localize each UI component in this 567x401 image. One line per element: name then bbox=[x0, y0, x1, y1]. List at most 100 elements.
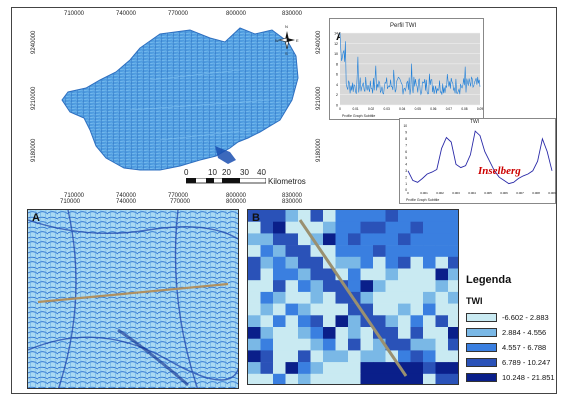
chart-a-title: Perfil TWI bbox=[390, 23, 417, 29]
chart-b-y-tick: 9 bbox=[405, 131, 407, 135]
chart-a-x-tick: 0.05 bbox=[415, 107, 421, 111]
chart-a-y-tick: 4 bbox=[336, 83, 338, 87]
profile-line-b bbox=[298, 219, 408, 377]
chart-a-x-tick: 0 bbox=[339, 107, 341, 111]
chart-b-x-tick: 0.005 bbox=[484, 191, 492, 195]
chart-b-y-tick: 5 bbox=[405, 156, 407, 160]
chart-b-x-tick: 0.003 bbox=[452, 191, 460, 195]
chart-a-x-tick: 0.02 bbox=[368, 107, 374, 111]
north-label: N bbox=[285, 24, 288, 29]
top-x-tick-bottom: 800000 bbox=[226, 193, 247, 199]
chart-a-footer: Profile Graph Subtitle bbox=[342, 114, 376, 118]
chart-b-x-tick: 0.001 bbox=[420, 191, 428, 195]
chart-b-title: TWI bbox=[470, 119, 480, 125]
chart-b-y-tick: 10 bbox=[403, 124, 407, 128]
legend-label: 2.884 - 4.556 bbox=[502, 328, 547, 337]
scale-bar bbox=[186, 178, 266, 184]
top-x-tick-bottom: 830000 bbox=[282, 193, 303, 199]
chart-b-x-tick: 0.006 bbox=[500, 191, 508, 195]
west-label: W bbox=[275, 38, 279, 43]
chart-b-y-tick: 6 bbox=[405, 150, 407, 154]
scale-tick: 0 bbox=[184, 168, 189, 177]
chart-a-y-tick: 14 bbox=[334, 32, 338, 36]
panel-b-map: B bbox=[247, 209, 459, 385]
chart-b-y-tick: 4 bbox=[405, 163, 407, 167]
chart-a-x-tick: 0.09 bbox=[477, 107, 483, 111]
legend-swatch bbox=[466, 328, 497, 337]
top-x-tick-bottom: 740000 bbox=[116, 193, 137, 199]
chart-b-panel: B TWI Profile Graph Subtitle 10987654321… bbox=[399, 118, 556, 204]
chart-b-series bbox=[407, 130, 553, 185]
scale-tick: 40 bbox=[257, 168, 266, 177]
bottom-x-tick: 830000 bbox=[282, 199, 303, 205]
chart-b-y-tick: 0 bbox=[405, 188, 407, 192]
chart-b-x-tick: 0 bbox=[407, 191, 409, 195]
legend-swatch bbox=[466, 358, 497, 367]
chart-a-x-tick: 0.03 bbox=[384, 107, 390, 111]
legend-label: 10.248 - 21.851 bbox=[502, 373, 555, 382]
chart-a-x-tick: 0.07 bbox=[446, 107, 452, 111]
chart-a-y-tick: 0 bbox=[336, 104, 338, 108]
chart-b-y-tick: 8 bbox=[405, 137, 407, 141]
top-x-tick: 740000 bbox=[116, 11, 137, 17]
chart-a-x-tick: 0.01 bbox=[352, 107, 358, 111]
top-x-tick: 710000 bbox=[64, 11, 85, 17]
top-y-tick-right: 9240000 bbox=[316, 30, 322, 54]
chart-b-x-tick: 0.008 bbox=[532, 191, 540, 195]
top-x-tick-bottom: 770000 bbox=[168, 193, 189, 199]
scale-unit: Kilometros bbox=[268, 177, 306, 186]
scale-tick: 10 bbox=[208, 168, 217, 177]
chart-b-y-tick: 2 bbox=[405, 175, 407, 179]
panel-a-twi-raster bbox=[28, 210, 238, 388]
legend-label: 6.789 - 10.247 bbox=[502, 358, 551, 367]
chart-a-x-tick: 0.08 bbox=[461, 107, 467, 111]
top-y-tick: 9240000 bbox=[31, 30, 37, 54]
top-x-tick-bottom: 710000 bbox=[64, 193, 85, 199]
legend-label: 4.557 - 6.788 bbox=[502, 343, 547, 352]
legend-swatch bbox=[466, 373, 497, 382]
top-y-tick-right: 9210000 bbox=[316, 86, 322, 110]
chart-a-y-tick: 2 bbox=[336, 93, 338, 97]
profile-line-a bbox=[37, 282, 229, 304]
study-area-map bbox=[61, 27, 299, 171]
bottom-x-tick: 710000 bbox=[60, 199, 81, 205]
scale-tick: 20 bbox=[222, 168, 231, 177]
top-x-tick: 800000 bbox=[226, 11, 247, 17]
chart-b-x-tick: 0.002 bbox=[436, 191, 444, 195]
chart-a-y-tick: 12 bbox=[334, 42, 338, 46]
east-label: E bbox=[296, 38, 299, 43]
chart-a-y-tick: 10 bbox=[334, 52, 338, 56]
bottom-x-tick: 770000 bbox=[170, 199, 191, 205]
chart-b-y-tick: 7 bbox=[405, 143, 407, 147]
inselberg-annotation: Inselberg bbox=[478, 165, 521, 177]
top-x-tick: 830000 bbox=[282, 11, 303, 17]
chart-a-x-tick: 0.06 bbox=[430, 107, 436, 111]
chart-b-x-tick: 0.007 bbox=[516, 191, 524, 195]
top-y-tick: 9210000 bbox=[31, 86, 37, 110]
chart-a-x-tick: 0.04 bbox=[399, 107, 405, 111]
chart-a-y-tick: 6 bbox=[336, 73, 338, 77]
panel-b-twi-grid bbox=[248, 210, 458, 384]
panel-a-letter: A bbox=[32, 212, 40, 224]
chart-a-series bbox=[339, 32, 481, 96]
north-arrow-icon bbox=[278, 31, 295, 50]
top-y-tick: 9180000 bbox=[31, 138, 37, 162]
chart-a-panel: A Perfil TWI Profile Graph Subtitle 14 12… bbox=[329, 18, 484, 120]
legend-subtitle: TWI bbox=[466, 296, 483, 306]
top-x-tick: 770000 bbox=[168, 11, 189, 17]
bottom-x-tick: 800000 bbox=[226, 199, 247, 205]
study-area-polygon bbox=[61, 27, 299, 171]
scale-tick: 30 bbox=[240, 168, 249, 177]
chart-b-footer: Profile Graph Subtitle bbox=[406, 198, 440, 202]
chart-b-x-tick: 0.004 bbox=[468, 191, 476, 195]
south-label: S bbox=[285, 51, 288, 56]
legend-swatch bbox=[466, 313, 497, 322]
bottom-x-tick: 740000 bbox=[116, 199, 137, 205]
chart-b-y-tick: 3 bbox=[405, 169, 407, 173]
chart-a-y-tick: 8 bbox=[336, 62, 338, 66]
legend-swatch bbox=[466, 343, 497, 352]
legend-label: -6.602 - 2.883 bbox=[502, 313, 549, 322]
panel-b-letter: B bbox=[252, 212, 260, 224]
